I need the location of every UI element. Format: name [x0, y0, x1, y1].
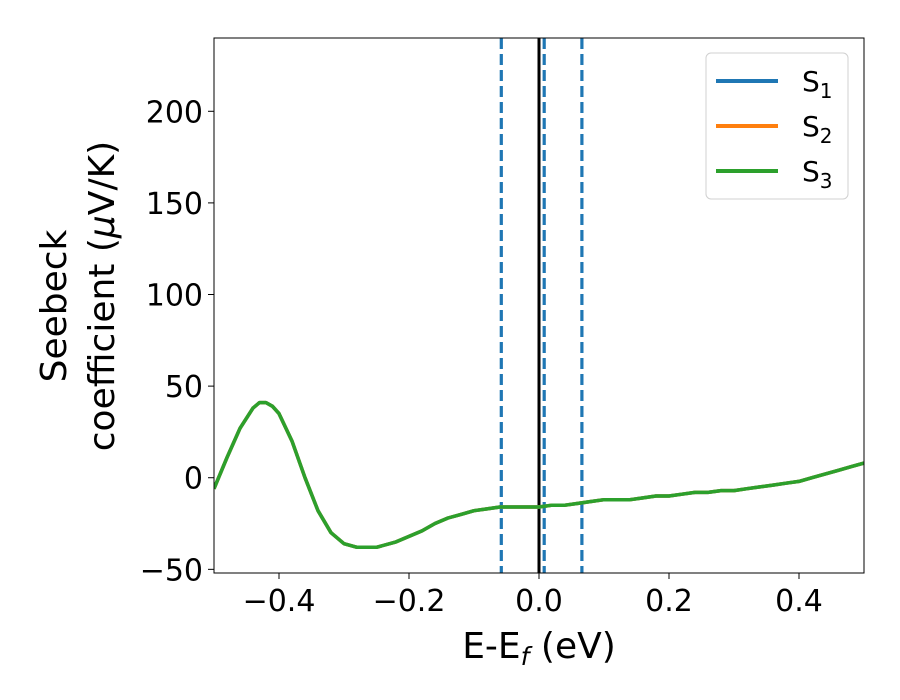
x-axis-ticks: −0.4 −0.2 0.0 0.2 0.4	[243, 573, 823, 619]
x-axis-label-main: E-E	[462, 626, 520, 667]
vertical-lines	[499, 38, 584, 573]
y-axis-label-line1: Seebeck	[34, 229, 75, 382]
series-line-3	[214, 400, 864, 550]
y-tick-label-3: 100	[146, 279, 203, 314]
x-tick-label-0: −0.4	[243, 584, 316, 619]
series-lines	[214, 400, 864, 550]
legend-label-3: S3	[802, 155, 833, 193]
y-tick-label-1: 0	[184, 462, 203, 497]
legend-label-1: S1	[802, 65, 833, 103]
x-axis-label-tail: (eV)	[529, 626, 615, 667]
x-tick-label-1: −0.2	[373, 584, 446, 619]
y-tick-label-2: 50	[165, 370, 203, 405]
legend-label-2: S2	[802, 110, 833, 148]
x-axis-label: E-Ef (eV)	[462, 626, 616, 671]
plot-area	[213, 37, 865, 574]
y-axis-label-line2-prefix: coefficient (	[82, 238, 123, 451]
y-axis-ticks: −50 0 50 100 150 200	[140, 95, 214, 588]
y-axis-label: Seebeck coefficient (μV/K)	[34, 141, 123, 451]
x-tick-label-2: 0.0	[515, 584, 563, 619]
x-tick-label-3: 0.2	[645, 584, 693, 619]
y-tick-label-4: 150	[146, 187, 203, 222]
y-axis-label-line2-suffix: V/K)	[82, 141, 123, 215]
y-tick-label-5: 200	[146, 95, 203, 130]
x-tick-label-4: 0.4	[775, 584, 823, 619]
y-axis-label-line2: coefficient (μV/K)	[82, 141, 123, 451]
legend: S1 S2 S3	[705, 52, 849, 200]
y-tick-label-0: −50	[140, 553, 203, 588]
y-axis-label-mu: μ	[82, 215, 123, 239]
